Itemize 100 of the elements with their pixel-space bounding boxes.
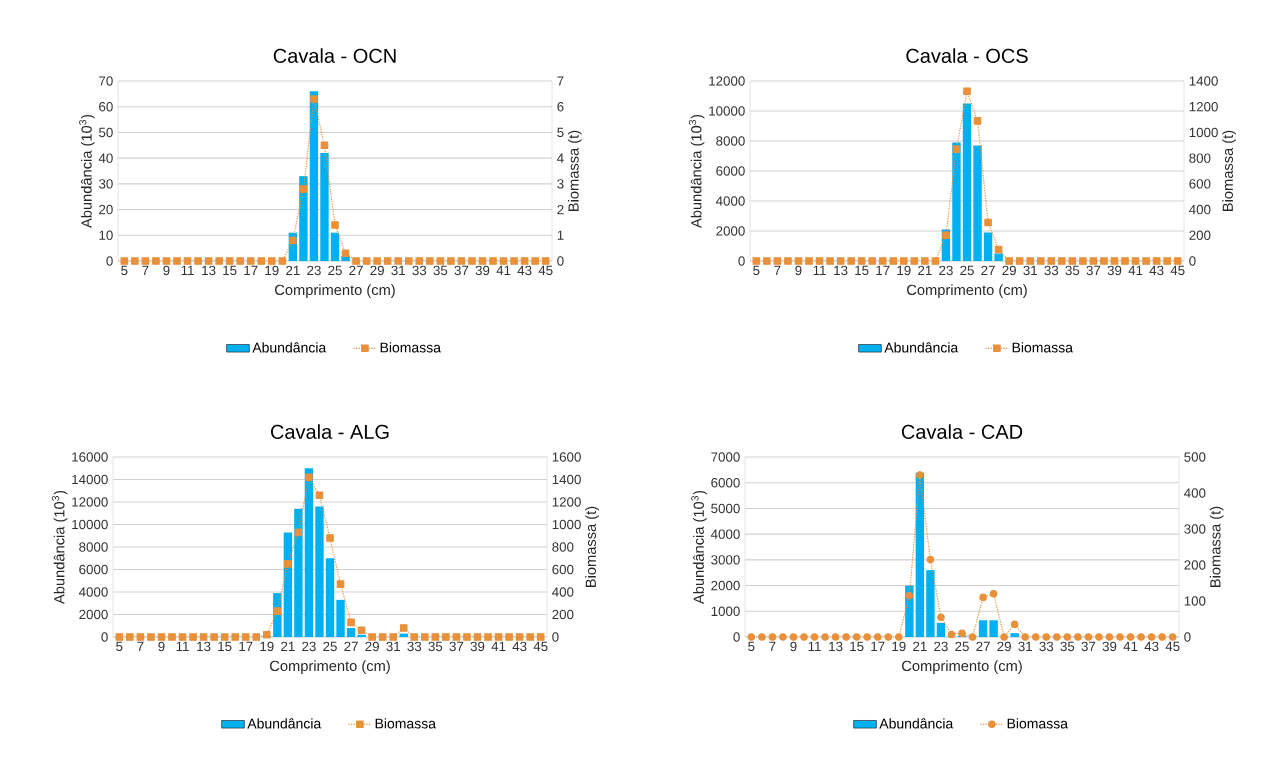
y2-tick-label: 0	[1189, 256, 1196, 266]
y2-tick-label: 3	[557, 179, 564, 189]
y-axis-title: Abundância (10$^{3}$)	[691, 490, 707, 604]
x-tick-label: 7	[137, 641, 144, 651]
y2-tick-label: 200	[1189, 230, 1211, 240]
y2-tick-label: 1600	[552, 452, 581, 462]
x-tick-label: 13	[202, 265, 216, 276]
x-tick-label: 31	[1023, 265, 1037, 276]
x-axis-title: Comprimento (cm)	[907, 284, 1027, 298]
y2-tick-label: 300	[1184, 524, 1206, 534]
y2-tick-label: 6	[557, 102, 564, 112]
x-tick-label: 31	[391, 265, 405, 276]
y-tick-label: 2000	[711, 580, 740, 591]
legend-label: Biomassa	[1012, 342, 1073, 353]
x-tick-label: 45	[1170, 265, 1185, 276]
x-tick-label: 39	[470, 641, 485, 652]
y-tick-label: 6000	[711, 478, 740, 488]
x-tick-label: 43	[517, 265, 532, 276]
x-tick-label: 37	[449, 641, 464, 652]
x-tick-label: 23	[302, 641, 316, 652]
x-tick-label: 43	[1144, 641, 1159, 652]
legend-label: Abundância	[884, 342, 959, 353]
x-tick-label: 27	[976, 641, 990, 652]
x-tick-label: 9	[163, 265, 170, 276]
x-tick-label: 5	[121, 265, 128, 276]
x-tick-label: 5	[753, 265, 760, 276]
x-tick-label: 41	[1128, 265, 1143, 275]
x-tick-label: 45	[1165, 641, 1180, 652]
y2-tick-label: 400	[552, 587, 574, 597]
y2-tick-label: 1	[557, 230, 564, 240]
y2-tick-label: 200	[1184, 560, 1206, 570]
y-tick-label: 2000	[716, 226, 745, 236]
y2-tick-label: 500	[1184, 452, 1206, 462]
y-tick-label: 40	[98, 153, 113, 163]
y2-tick-label: 0	[1184, 632, 1191, 642]
y2-axis-title: Biomassa (t)	[585, 506, 599, 587]
x-tick-label: 29	[997, 641, 1011, 652]
x-tick-label: 33	[1039, 641, 1054, 652]
x-tick-label: 21	[913, 641, 927, 652]
y-tick-label: 3000	[711, 555, 740, 565]
y2-tick-label: 1000	[1189, 127, 1218, 138]
chart-title: Cavala - OCN	[273, 48, 396, 63]
y2-tick-label: 0	[552, 632, 559, 642]
x-tick-label: 13	[834, 265, 848, 276]
chart-title: Cavala - OCS	[906, 48, 1028, 63]
x-tick-label: 29	[365, 641, 379, 652]
x-tick-label: 11	[813, 265, 826, 275]
x-tick-label: 17	[876, 265, 890, 275]
chart-title: Cavala - CAD	[901, 424, 1023, 439]
x-tick-label: 11	[176, 641, 189, 651]
x-tick-label: 37	[1081, 641, 1096, 652]
y-tick-label: 0	[733, 632, 740, 642]
x-tick-label: 15	[850, 641, 864, 652]
x-tick-label: 45	[533, 641, 548, 652]
chart-title: Cavala - ALG	[271, 424, 389, 439]
x-tick-label: 13	[197, 641, 211, 652]
y2-axis-title: Biomassa (t)	[567, 130, 582, 211]
legend-label: Abundância	[879, 718, 954, 729]
y-tick-label: 30	[98, 179, 113, 189]
y2-tick-label: 1400	[552, 474, 581, 485]
y-tick-label: 70	[99, 76, 113, 86]
y2-tick-label: 1400	[1189, 76, 1218, 86]
y-tick-label: 50	[99, 127, 113, 138]
y-axis-title: Abundância (10$^{3}$)	[51, 490, 68, 604]
y-tick-label: 10000	[709, 106, 745, 116]
legend-label: Biomassa	[1007, 718, 1068, 729]
x-tick-label: 19	[265, 265, 279, 276]
y-tick-label: 2000	[79, 609, 108, 620]
x-tick-label: 33	[1044, 265, 1059, 276]
y2-tick-label: 7	[557, 76, 564, 86]
y2-tick-label: 4	[557, 153, 564, 163]
x-tick-label: 25	[955, 641, 969, 652]
x-tick-label: 17	[871, 641, 885, 651]
y-tick-label: 6000	[716, 166, 745, 176]
y2-tick-label: 400	[1189, 204, 1211, 215]
y-tick-label: 4000	[715, 196, 745, 206]
y-tick-label: 14000	[72, 474, 108, 485]
x-tick-label: 37	[1086, 265, 1101, 276]
x-axis-title: Comprimento (cm)	[270, 660, 390, 674]
x-tick-label: 5	[116, 641, 123, 652]
y-tick-label: 0	[738, 256, 745, 266]
y-tick-label: 1000	[711, 606, 740, 616]
y-tick-label: 0	[106, 256, 113, 266]
y2-tick-label: 200	[552, 609, 574, 620]
x-tick-label: 39	[475, 265, 490, 276]
x-tick-label: 7	[769, 641, 776, 651]
x-tick-label: 23	[307, 265, 321, 276]
y2-tick-label: 5	[557, 127, 564, 138]
x-tick-label: 35	[1060, 641, 1075, 652]
x-tick-label: 7	[774, 265, 781, 275]
x-tick-label: 15	[855, 265, 869, 276]
x-tick-label: 29	[1002, 265, 1016, 276]
y-tick-label: 4000	[78, 587, 108, 597]
y-tick-label: 12000	[709, 76, 745, 86]
x-tick-label: 39	[1107, 265, 1122, 276]
y2-tick-label: 600	[552, 564, 574, 575]
x-tick-label: 21	[286, 265, 300, 276]
x-tick-label: 35	[428, 641, 443, 652]
y2-tick-label: 1000	[552, 519, 581, 530]
y2-tick-label: 1200	[552, 497, 581, 507]
